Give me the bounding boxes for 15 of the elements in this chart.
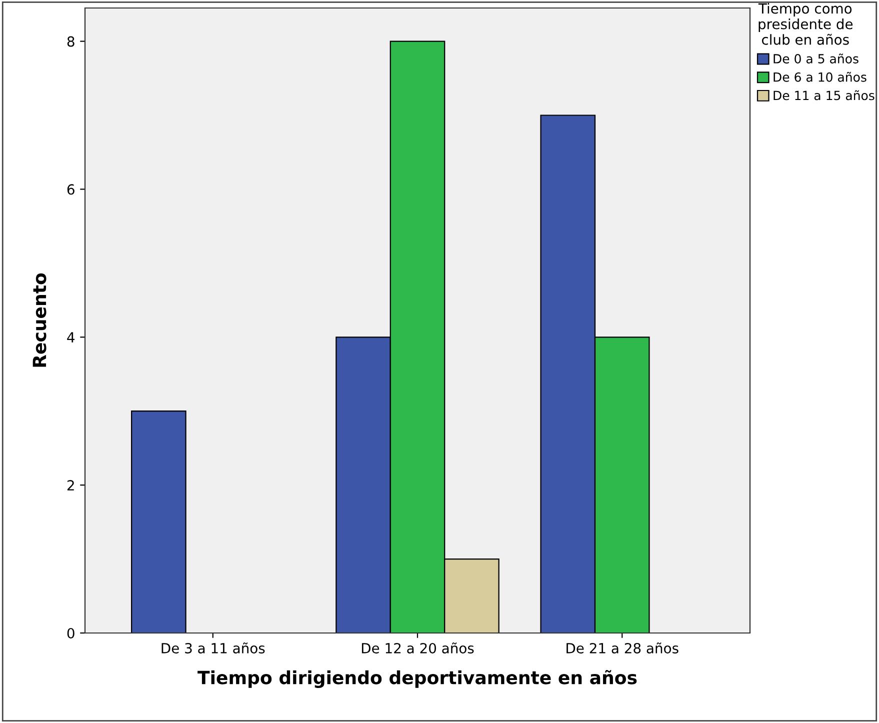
x-tick-label: De 3 a 11 años	[162, 642, 265, 654]
y-tick-label: 2	[67, 480, 74, 490]
y-tick-label: 4	[67, 332, 74, 342]
legend-label: De 0 a 5 años	[774, 54, 858, 64]
legend-label: De 6 a 10 años	[774, 72, 866, 82]
y-tick-label: 6	[67, 184, 74, 195]
y-tick-label: 8	[67, 36, 74, 47]
legend-label: De 11 a 15 años	[774, 90, 874, 100]
x-axis-title: Tiempo dirigiendo deportivamente en años	[198, 670, 637, 688]
bar	[130, 410, 186, 633]
x-tick-label: De 12 a 20 años	[362, 642, 474, 654]
y-tick-label: 0	[67, 628, 74, 638]
x-tick-label: De 21 a 28 años	[566, 642, 678, 654]
y-axis-title: Recuento	[32, 273, 46, 367]
legend-title: Tiempo como presidente de club en años	[758, 3, 853, 45]
